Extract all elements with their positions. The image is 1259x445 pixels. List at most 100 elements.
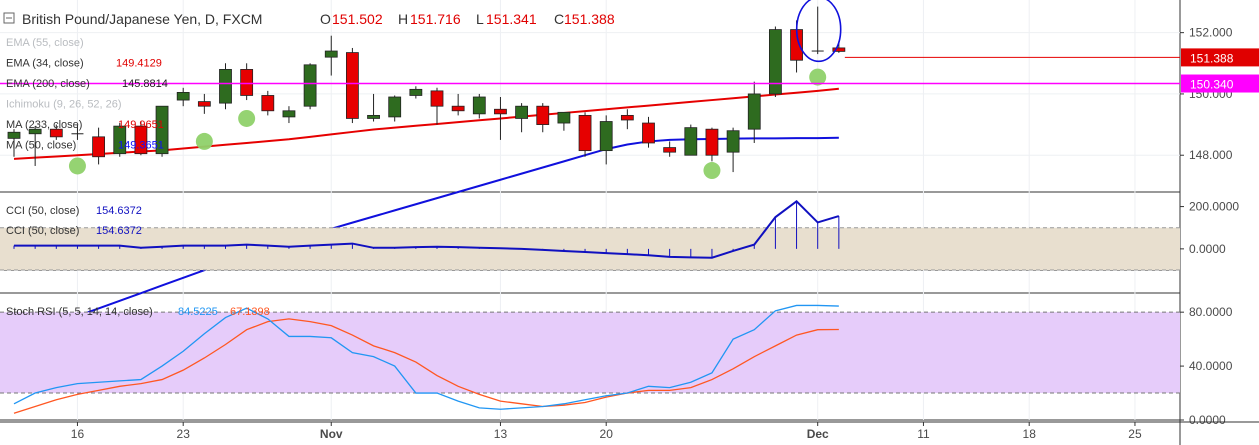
candle-body xyxy=(261,95,275,112)
candle[interactable] xyxy=(134,121,148,156)
candle[interactable] xyxy=(515,103,528,133)
candle[interactable] xyxy=(155,105,169,157)
candle[interactable] xyxy=(7,129,21,157)
hline-price-tag xyxy=(1181,74,1259,93)
candle[interactable] xyxy=(197,93,211,114)
legend-label: EMA (34, close) xyxy=(6,58,84,70)
candle[interactable] xyxy=(367,93,380,122)
ma233-line xyxy=(13,87,839,160)
annotation-ellipse[interactable] xyxy=(795,0,842,63)
candle[interactable] xyxy=(557,111,571,131)
time-tick-label: 13 xyxy=(494,427,508,441)
candle[interactable] xyxy=(599,115,613,165)
candle[interactable] xyxy=(451,93,465,116)
candle-body xyxy=(557,111,571,124)
candle[interactable] xyxy=(663,141,677,157)
legend-main: EMA (55, close) EMA (34, close) 149.4129 EM… xyxy=(6,37,168,152)
cci-legend-value: 154.6372 xyxy=(96,225,142,237)
candle-body xyxy=(726,130,740,153)
candle-body xyxy=(515,105,528,119)
signal-dot xyxy=(703,162,721,180)
candle-body xyxy=(599,121,613,152)
candle[interactable] xyxy=(388,95,402,122)
candle[interactable] xyxy=(324,35,338,76)
ohlc-value: 151.716 xyxy=(410,11,461,27)
candle[interactable] xyxy=(240,63,254,101)
ohlc-value: 151.388 xyxy=(564,11,615,27)
cci-tick-label: 200.0000 xyxy=(1189,200,1239,214)
candle-body xyxy=(663,147,677,153)
ohlc-value: 151.502 xyxy=(332,11,383,27)
candle[interactable] xyxy=(811,6,824,55)
time-tick-label: 16 xyxy=(71,427,85,441)
candles[interactable] xyxy=(7,6,846,173)
candle-body xyxy=(494,108,507,115)
candle-body xyxy=(642,122,655,144)
candle[interactable] xyxy=(578,112,592,157)
legend-value: 149.4129 xyxy=(116,58,162,70)
price-tick-label: 152.000 xyxy=(1189,26,1233,40)
ma233-series xyxy=(13,87,839,160)
candle[interactable] xyxy=(261,90,275,116)
candle-body xyxy=(367,114,380,119)
candle-body xyxy=(536,105,550,125)
signal-dot xyxy=(809,68,827,86)
time-tick-label: Nov xyxy=(320,427,343,441)
ohlc-key: C xyxy=(554,11,564,27)
candle[interactable] xyxy=(409,86,423,99)
candle-body xyxy=(832,47,846,52)
candle[interactable] xyxy=(303,63,317,110)
legend-label: Ichimoku (9, 26, 52, 26) xyxy=(6,99,122,111)
candle[interactable] xyxy=(472,93,486,119)
candle[interactable] xyxy=(705,127,719,162)
candle[interactable] xyxy=(113,123,127,157)
candle[interactable] xyxy=(769,26,782,97)
candle[interactable] xyxy=(28,126,42,166)
candle[interactable] xyxy=(536,103,550,133)
candle[interactable] xyxy=(620,109,634,130)
candle[interactable] xyxy=(726,127,740,173)
time-axis[interactable]: 16 23 Nov 13 20 Dec 11 18 25 xyxy=(0,421,1259,441)
candle-body xyxy=(219,69,232,104)
time-tick-label: 11 xyxy=(917,427,930,441)
legend-cci: CCI (50, close) 154.6372 CCI (50, close) 15… xyxy=(6,205,142,237)
ma50-series xyxy=(13,136,839,341)
candle-body xyxy=(28,128,42,135)
candle-body xyxy=(197,101,211,107)
chart-title: British Pound/Japanese Yen, D, FXCM xyxy=(22,11,262,27)
time-tick-label: 18 xyxy=(1023,427,1037,441)
candle[interactable] xyxy=(49,124,63,140)
last-price-label: 151.388 xyxy=(1190,51,1234,65)
stoch-band xyxy=(0,312,1180,394)
candle-body xyxy=(134,125,148,155)
candle-body xyxy=(620,114,634,121)
candle[interactable] xyxy=(494,97,507,140)
candle[interactable] xyxy=(642,116,655,148)
cci-legend-label: CCI (50, close) xyxy=(6,205,79,217)
candle-body xyxy=(451,105,465,112)
signal-dots xyxy=(68,68,827,180)
candle[interactable] xyxy=(219,63,232,110)
header: British Pound/Japanese Yen, D, FXCM O 151… xyxy=(3,11,615,27)
candle[interactable] xyxy=(176,87,190,107)
candle[interactable] xyxy=(92,127,105,165)
candle[interactable] xyxy=(282,106,296,124)
stoch-legend-k-value: 84.5225 xyxy=(178,306,218,318)
price-axis[interactable]: 152.000150.000148.000150.340151.388200.0… xyxy=(844,0,1259,445)
candle[interactable] xyxy=(747,81,761,143)
candle-body xyxy=(578,114,592,152)
cci-legend-label: CCI (50, close) xyxy=(6,225,79,237)
candle[interactable] xyxy=(430,87,444,125)
candle-body xyxy=(684,127,698,156)
cci-series xyxy=(14,199,840,259)
cci-legend-value: 154.6372 xyxy=(96,205,142,217)
candle[interactable] xyxy=(345,47,359,124)
price-pane xyxy=(0,0,1180,341)
axis-background xyxy=(1181,0,1259,445)
legend-label: EMA (55, close) xyxy=(6,37,84,49)
time-tick-label: Dec xyxy=(807,427,829,441)
candle[interactable] xyxy=(71,124,84,140)
candle[interactable] xyxy=(684,124,698,156)
candle-body xyxy=(7,131,21,139)
